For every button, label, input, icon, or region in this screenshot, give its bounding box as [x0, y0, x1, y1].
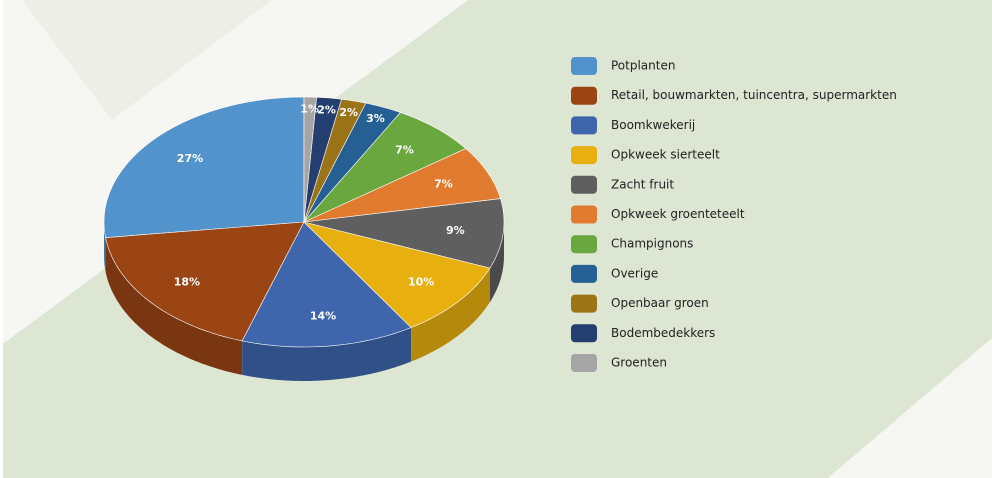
slice [241, 221, 412, 348]
legend-swatch [571, 57, 597, 75]
legend-label: Overige [611, 266, 658, 280]
legend-swatch [571, 146, 597, 165]
data-label: 9% [446, 224, 465, 237]
slice-side [489, 222, 504, 303]
legend: Potplanten Retail, bouwmarkten, tuincentr… [571, 57, 897, 372]
data-label: 1% [300, 103, 319, 116]
slice [303, 112, 467, 223]
legend-swatch [571, 324, 597, 343]
slice-side [105, 237, 243, 375]
data-label: 2% [339, 106, 358, 119]
pie: 27%18%14%10%9%7%7%3%2%2%1% [103, 96, 505, 381]
legend-label: Openbaar groen [611, 296, 709, 310]
legend-label: Opkweek sierteelt [611, 148, 720, 162]
slice [303, 96, 342, 223]
background-corner [828, 338, 992, 478]
legend-label: Bodembedekkers [611, 326, 715, 340]
slice [105, 221, 305, 342]
data-label: 10% [408, 276, 434, 289]
legend-label: Boomkwekerij [611, 118, 695, 132]
legend-swatch [571, 264, 597, 283]
slice [103, 96, 305, 238]
legend-swatch [571, 235, 597, 254]
legend-swatch [571, 175, 597, 194]
data-label: 14% [310, 309, 336, 322]
slice-side [411, 268, 490, 362]
legend-label: Retail, bouwmarkten, tuincentra, superma… [611, 88, 897, 102]
slice-side [104, 222, 106, 272]
legend-label: Champignons [611, 237, 693, 251]
legend-swatch [571, 294, 597, 313]
data-label: 27% [177, 152, 203, 165]
legend-label: Zacht fruit [611, 177, 674, 191]
legend-label: Potplanten [611, 59, 675, 73]
slice [303, 102, 401, 223]
slice [303, 98, 367, 223]
legend-label: Opkweek groenteteelt [611, 207, 745, 221]
slice [303, 148, 501, 223]
slice [303, 96, 317, 223]
data-label: 18% [174, 276, 200, 289]
slice [303, 198, 505, 269]
slice-side [242, 327, 412, 381]
data-label: 3% [366, 112, 385, 125]
legend-swatch [571, 86, 597, 105]
legend-swatch [571, 354, 597, 372]
data-label: 7% [395, 144, 414, 157]
background-shape [22, 0, 272, 120]
legend-swatch [571, 205, 597, 224]
slice [303, 221, 491, 328]
left-edge [0, 0, 3, 478]
data-label: 2% [317, 103, 336, 116]
data-label: 7% [434, 177, 453, 190]
legend-label: Groenten [611, 356, 667, 370]
legend-swatch [571, 116, 597, 135]
